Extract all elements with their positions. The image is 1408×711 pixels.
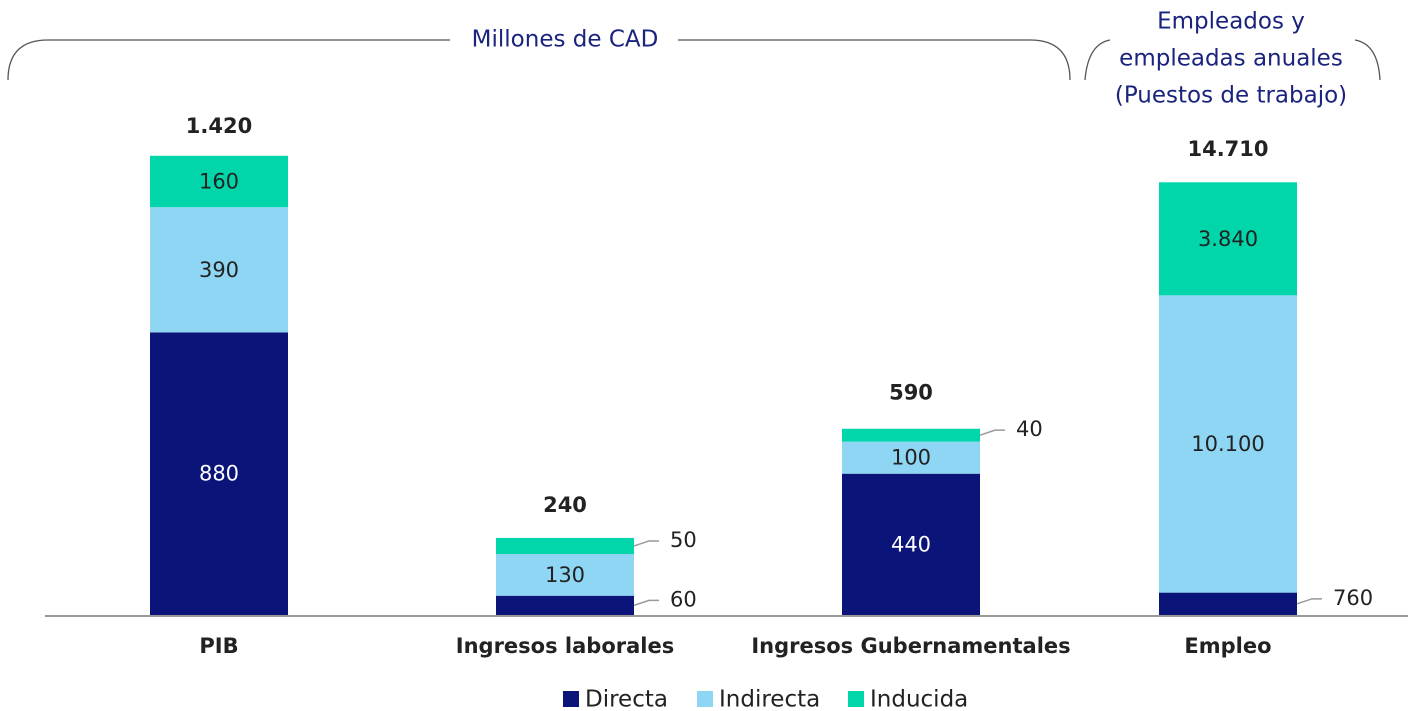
bracket (1084, 39, 1381, 81)
data-label: 160 (199, 169, 239, 193)
bar-segment (842, 473, 980, 615)
bar-segment (150, 207, 288, 333)
group-label: (Puestos de trabajo) (1115, 83, 1347, 109)
legend-swatch (563, 691, 579, 707)
data-label: 440 (891, 532, 931, 556)
legend-label: Indirecta (719, 687, 820, 711)
legend-label: Inducida (870, 687, 968, 711)
bar-segment (842, 441, 980, 474)
group-label: Empleados y (1157, 9, 1305, 35)
x-tick-label: Ingresos Gubernamentales (751, 634, 1070, 658)
bar-segment (496, 537, 634, 554)
x-tick-label: Ingresos laborales (456, 634, 674, 658)
data-label: 390 (199, 258, 239, 282)
leader-line (1296, 598, 1322, 605)
total-label: 14.710 (1187, 137, 1268, 161)
total-label: 590 (889, 381, 933, 405)
bar-segment (1159, 182, 1297, 296)
bar-segment (150, 332, 288, 615)
data-label: 40 (1016, 417, 1043, 441)
legend-swatch (697, 691, 713, 707)
data-label: 760 (1333, 586, 1373, 610)
data-label: 60 (670, 587, 697, 611)
x-tick-label: PIB (199, 634, 238, 658)
data-label: 100 (891, 446, 931, 470)
x-tick-label: Empleo (1184, 634, 1271, 658)
data-label: 10.100 (1191, 432, 1264, 456)
leader-line (633, 599, 659, 607)
total-label: 1.420 (186, 114, 252, 138)
legend-label: Directa (585, 687, 668, 711)
data-label: 50 (670, 528, 697, 552)
data-label: 130 (545, 563, 585, 587)
group-label: Millones de CAD (472, 27, 659, 53)
leader-line (633, 540, 659, 547)
data-label: 880 (199, 462, 239, 486)
bar-segment (842, 428, 980, 442)
bar-segment (496, 553, 634, 596)
bar-segment (496, 595, 634, 615)
bracket (7, 39, 1071, 81)
data-label: 3.840 (1198, 227, 1258, 251)
bar-segment (1159, 295, 1297, 593)
bar-segment (150, 155, 288, 208)
bar-segment (1159, 592, 1297, 615)
group-label: empleadas anuales (1119, 46, 1343, 72)
leader-line (979, 429, 1005, 436)
legend-swatch (848, 691, 864, 707)
total-label: 240 (543, 493, 587, 517)
